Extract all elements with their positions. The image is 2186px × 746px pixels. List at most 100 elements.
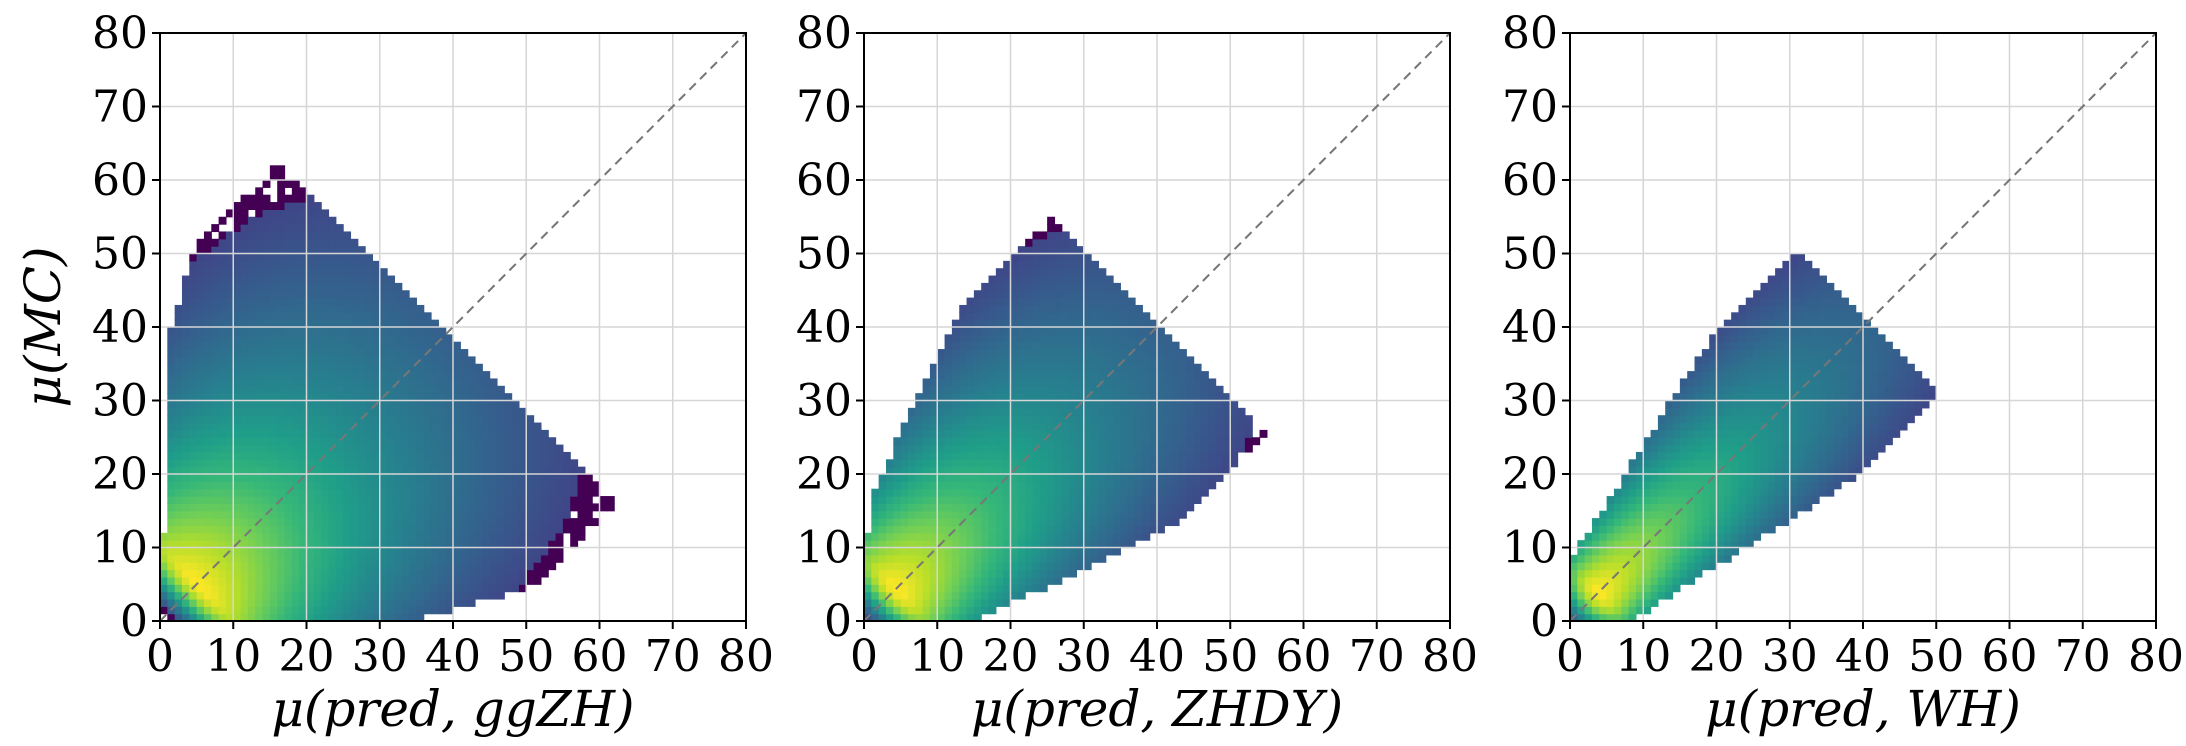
heatmap-cell — [533, 569, 542, 578]
heatmap-cell — [533, 547, 542, 556]
heatmap-cell — [1723, 319, 1732, 328]
heatmap-cell — [1672, 532, 1681, 541]
heatmap-cell — [218, 290, 227, 299]
heatmap-cell — [489, 444, 498, 453]
heatmap-cell — [233, 393, 242, 402]
heatmap-cell — [321, 591, 330, 600]
heatmap-cell — [277, 172, 286, 181]
heatmap-cell — [299, 525, 308, 534]
heatmap-cell — [1032, 246, 1041, 255]
heatmap-cell — [937, 407, 946, 416]
heatmap-cell — [409, 437, 417, 446]
heatmap-cell — [1069, 488, 1078, 497]
heatmap-cell — [562, 525, 571, 534]
heatmap-cell — [277, 451, 286, 460]
heatmap-cell — [284, 422, 293, 431]
heatmap-cell — [922, 385, 931, 394]
heatmap-cell — [518, 576, 527, 585]
heatmap-cell — [1738, 415, 1747, 424]
heatmap-cell — [1003, 349, 1012, 357]
heatmap-cell — [1149, 510, 1158, 519]
heatmap-cell — [518, 474, 527, 482]
heatmap-cell — [1599, 540, 1608, 549]
heatmap-cell — [981, 385, 990, 394]
heatmap-cell — [548, 451, 557, 460]
heatmap-cell — [1694, 540, 1703, 549]
heatmap-cell — [988, 400, 997, 409]
heatmap-cell — [1032, 562, 1041, 571]
heatmap-cell — [255, 503, 264, 512]
heatmap-cell — [966, 363, 975, 372]
heatmap-cell — [247, 194, 256, 203]
heatmap-cell — [1032, 231, 1041, 240]
heatmap-cell — [299, 606, 308, 615]
heatmap-cell — [233, 378, 242, 387]
heatmap-cell — [269, 268, 278, 277]
heatmap-cell — [284, 260, 293, 269]
heatmap-cell — [1083, 253, 1092, 262]
heatmap-cell — [453, 356, 461, 365]
heatmap-cell — [1657, 576, 1666, 585]
heatmap-cell — [577, 525, 586, 534]
heatmap-cell — [350, 385, 359, 394]
heatmap-cell — [211, 260, 220, 269]
heatmap-cell — [431, 371, 439, 380]
heatmap-cell — [900, 488, 909, 497]
heatmap-cell — [1694, 510, 1703, 519]
heatmap-cell — [1091, 415, 1099, 424]
heatmap-cell — [1061, 496, 1070, 504]
heatmap-cell — [291, 444, 300, 453]
heatmap-cell — [1017, 341, 1026, 350]
heatmap-cell — [907, 415, 916, 424]
heatmap-cell — [1127, 304, 1136, 313]
heatmap-cell — [306, 510, 315, 519]
heatmap-cell — [1178, 349, 1187, 357]
heatmap-cell — [1017, 385, 1026, 394]
heatmap-cell — [394, 606, 403, 615]
heatmap-cell — [240, 260, 249, 269]
heatmap-cell — [922, 540, 931, 549]
heatmap-cell — [1149, 518, 1158, 527]
y-tick-label: 40 — [92, 302, 148, 353]
heatmap-cell — [1157, 459, 1165, 468]
heatmap-cell — [416, 393, 425, 402]
heatmap-cell — [438, 525, 447, 534]
heatmap-cell — [526, 576, 535, 585]
heatmap-cell — [1679, 422, 1688, 431]
heatmap-cell — [277, 466, 286, 475]
heatmap-cell — [1120, 363, 1129, 372]
heatmap-cell — [474, 385, 483, 394]
heatmap-cell — [966, 312, 975, 321]
y-tick-label: 30 — [92, 376, 148, 427]
heatmap-cell — [416, 437, 425, 446]
heatmap-cell — [203, 260, 212, 269]
heatmap-cell — [240, 503, 249, 512]
heatmap-cell — [1149, 474, 1158, 482]
heatmap-cell — [951, 547, 960, 556]
heatmap-cell — [203, 525, 212, 534]
heatmap-cell — [885, 503, 894, 512]
heatmap-cell — [878, 518, 887, 527]
heatmap-cell — [1083, 275, 1092, 284]
heatmap-cell — [167, 466, 176, 475]
heatmap-cell — [203, 510, 212, 519]
heatmap-cell — [937, 385, 946, 394]
heatmap-cell — [174, 451, 183, 460]
heatmap-cell — [1127, 481, 1136, 490]
heatmap-cell — [1701, 474, 1710, 482]
heatmap-cell — [1149, 341, 1158, 350]
heatmap-cell — [240, 319, 249, 328]
heatmap-cell — [1599, 510, 1608, 519]
heatmap-cell — [871, 569, 880, 578]
heatmap-cell — [269, 385, 278, 394]
heatmap-cell — [291, 202, 300, 210]
heatmap-cell — [247, 349, 256, 357]
heatmap-cell — [379, 598, 388, 607]
heatmap-cell — [262, 297, 271, 306]
heatmap-cell — [299, 363, 308, 372]
heatmap-cell — [409, 613, 417, 621]
heatmap-cell — [247, 378, 256, 387]
heatmap-cell — [467, 437, 476, 446]
heatmap-cell — [255, 444, 264, 453]
heatmap-cell — [951, 591, 960, 600]
